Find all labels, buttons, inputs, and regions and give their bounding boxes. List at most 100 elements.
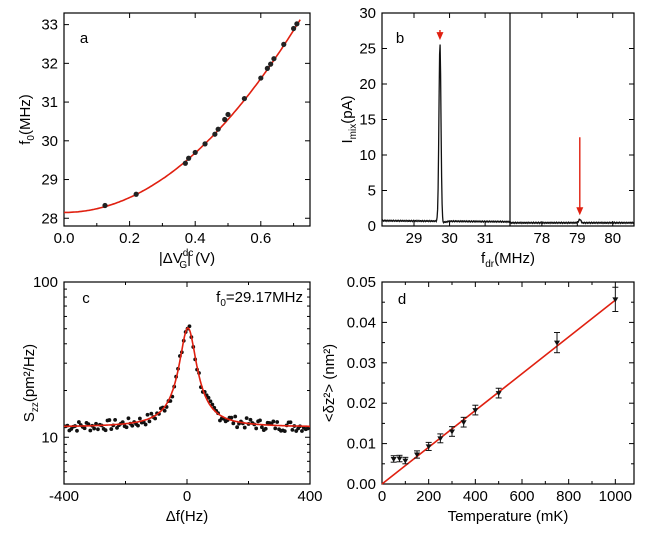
y-tick-label: 100: [33, 274, 58, 291]
data-point: [290, 427, 295, 432]
data-point: [115, 426, 119, 430]
panel-a: 0.0 0.2 0.4 0.6 28 29 30 31 32 33 a f0(MHz) |ΔVdc G| …: [17, 12, 311, 271]
y-tick-label: 28: [41, 210, 58, 227]
plot-frame: [63, 12, 311, 227]
x-tick-label: 0.4: [185, 230, 206, 247]
data-point: [273, 426, 278, 431]
data-point: [281, 41, 287, 47]
y-tick-label: 0.05: [347, 274, 376, 291]
data-point: [305, 426, 310, 431]
panel-label-a: a: [80, 30, 89, 47]
fit-curve: [64, 326, 310, 428]
plot-frame: [63, 281, 311, 485]
data-point: [113, 417, 118, 422]
panel-c: -400 0 400 10 100 c f0=29.17MHz Szz(pm²/Hz) Δf(H…: [21, 274, 323, 525]
data-point: [612, 297, 619, 303]
spectrum-trace: [381, 44, 511, 225]
x-tick-label: 0: [183, 488, 191, 505]
data-point: [495, 391, 502, 397]
x-axis-label: Temperature (mK): [448, 508, 569, 525]
data-point: [88, 428, 93, 433]
x-tick-label: 400: [297, 488, 322, 505]
data-point: [107, 418, 112, 422]
y-tick-label: 31: [41, 94, 58, 111]
y-axis-label: Imix(pA): [339, 95, 359, 143]
x-tick-label: 31: [477, 230, 494, 247]
data-point: [258, 75, 264, 81]
y-tick-label: 15: [359, 112, 376, 129]
data-point: [186, 155, 192, 161]
x-axis-label: Δf(Hz): [166, 508, 209, 525]
data-point: [294, 21, 300, 27]
y-axis-label: <δz²> (nm²): [321, 344, 338, 422]
peak-arrowhead: [436, 32, 444, 41]
data-point: [414, 452, 420, 458]
x-tick-label: 0.6: [250, 230, 271, 247]
data-point: [147, 419, 152, 424]
data-point: [153, 416, 158, 421]
data-point: [437, 436, 444, 442]
data-point: [109, 427, 114, 431]
x-tick-label: 600: [509, 488, 534, 505]
fit-curve: [64, 19, 301, 214]
data-point: [103, 428, 108, 433]
data-point: [222, 116, 228, 123]
data-point: [248, 417, 253, 422]
data-point: [275, 420, 280, 424]
data-point: [145, 412, 150, 417]
data-point: [124, 425, 129, 430]
y-tick-label: 0.03: [347, 355, 376, 372]
x-axis-label: |ΔVdc G| (V): [159, 248, 215, 271]
x-tick-label: 0: [378, 488, 386, 505]
spectrum-trace: [509, 218, 635, 225]
y-tick-label: 0.01: [347, 436, 376, 453]
y-tick-label: 10: [41, 429, 58, 446]
x-tick-label: 0.2: [119, 230, 140, 247]
data-point: [143, 422, 148, 427]
data-point: [182, 160, 188, 166]
data-point: [449, 429, 455, 435]
data-point: [472, 408, 479, 414]
data-point: [187, 324, 192, 329]
x-tick-label: 29: [406, 230, 423, 247]
y-tick-label: 30: [359, 5, 376, 22]
data-point: [260, 425, 264, 430]
peak-arrowhead: [576, 207, 584, 216]
x-tick-label: 200: [416, 488, 441, 505]
data-point: [133, 191, 139, 197]
data-point: [242, 425, 247, 430]
y-tick-label: 0.00: [347, 476, 376, 493]
x-tick-label: 400: [463, 488, 488, 505]
y-tick-label: 29: [41, 172, 58, 189]
data-point: [136, 423, 140, 428]
x-axis-label: fdr(MHz): [481, 250, 535, 270]
data-point: [94, 421, 98, 426]
y-tick-label: 32: [41, 55, 58, 72]
data-point: [96, 427, 100, 432]
data-point: [460, 420, 467, 426]
y-tick-label: 30: [41, 133, 58, 150]
y-axis-label: f0(MHz): [17, 94, 37, 145]
data-point: [162, 408, 167, 413]
y-tick-label: 25: [359, 41, 376, 58]
data-point: [282, 429, 287, 434]
panel-label-b: b: [396, 30, 404, 47]
panel-label-d: d: [398, 291, 406, 308]
x-tick-label: 30: [441, 230, 458, 247]
data-point: [208, 399, 213, 404]
data-point: [258, 418, 262, 423]
data-point: [288, 420, 293, 425]
y-tick-label: 10: [359, 147, 376, 164]
data-point: [254, 426, 259, 431]
resonance-annotation: f0=29.17MHz: [216, 289, 303, 309]
data-point: [425, 444, 432, 450]
data-point: [120, 420, 125, 425]
data-point: [241, 95, 247, 102]
data-point: [263, 426, 268, 431]
data-point: [126, 416, 131, 421]
data-point: [210, 402, 215, 407]
data-point: [76, 420, 81, 424]
data-point: [264, 65, 270, 71]
data-point: [215, 126, 221, 132]
